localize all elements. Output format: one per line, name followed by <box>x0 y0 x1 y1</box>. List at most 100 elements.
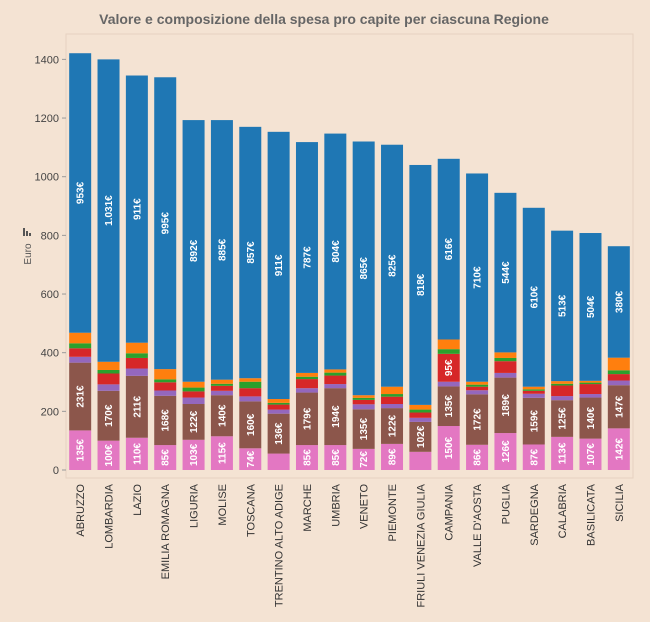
bar-segment[interactable] <box>551 385 574 397</box>
bar-stack[interactable]: 85€ 194€ 804€ <box>324 133 347 470</box>
bar-segment[interactable] <box>551 396 574 401</box>
bar-segment[interactable] <box>97 361 120 370</box>
bar-segment[interactable] <box>69 362 92 431</box>
bar-segment[interactable] <box>494 433 517 470</box>
bar-segment[interactable] <box>579 382 602 385</box>
bar-segment[interactable] <box>182 387 205 392</box>
bar-segment[interactable] <box>239 401 262 449</box>
bar-segment[interactable] <box>607 246 630 358</box>
bar-segment[interactable] <box>267 409 290 414</box>
bar-segment[interactable] <box>182 120 205 382</box>
bar-segment[interactable] <box>607 380 630 386</box>
bar-stack[interactable]: 74€ 160€ 857€ <box>239 126 262 470</box>
bar-segment[interactable] <box>295 372 318 377</box>
bar-segment[interactable] <box>267 402 290 405</box>
bar-segment[interactable] <box>352 395 375 398</box>
bar-segment[interactable] <box>154 369 177 380</box>
bar-segment[interactable] <box>125 368 148 376</box>
bar-segment[interactable] <box>97 390 120 441</box>
bar-segment[interactable] <box>551 381 574 384</box>
bar-segment[interactable] <box>607 370 630 375</box>
bar-segment[interactable] <box>522 389 545 391</box>
bar-segment[interactable] <box>579 394 602 398</box>
bar-segment[interactable] <box>352 397 375 400</box>
bar-segment[interactable] <box>409 421 432 452</box>
bar-stack[interactable]: 136€ 911€ <box>267 131 290 470</box>
y-axis-icon[interactable] <box>23 228 31 236</box>
bar-segment[interactable] <box>466 444 489 470</box>
bar-segment[interactable] <box>522 397 545 445</box>
bar-stack[interactable]: 126€ 189€ 544€ <box>494 192 517 470</box>
bar-segment[interactable] <box>125 75 148 343</box>
bar-segment[interactable] <box>494 377 517 434</box>
bar-segment[interactable] <box>494 361 517 373</box>
bar-segment[interactable] <box>437 339 460 350</box>
bar-segment[interactable] <box>69 332 92 344</box>
bar-segment[interactable] <box>352 448 375 470</box>
bar-segment[interactable] <box>239 396 262 402</box>
bar-segment[interactable] <box>494 357 517 362</box>
bar-stack[interactable]: 89€ 122€ 825€ <box>381 144 404 470</box>
bar-segment[interactable] <box>522 390 545 394</box>
bar-segment[interactable] <box>125 375 148 438</box>
bar-segment[interactable] <box>324 445 347 470</box>
bar-stack[interactable]: 85€ 179€ 787€ <box>295 142 318 470</box>
bar-segment[interactable] <box>437 381 460 387</box>
bar-segment[interactable] <box>239 378 262 382</box>
bar-segment[interactable] <box>69 53 92 333</box>
bar-segment[interactable] <box>210 395 233 437</box>
bar-segment[interactable] <box>239 126 262 379</box>
bar-segment[interactable] <box>69 356 92 363</box>
bar-segment[interactable] <box>324 133 347 370</box>
bar-segment[interactable] <box>154 77 177 370</box>
bar-segment[interactable] <box>352 404 375 410</box>
bar-segment[interactable] <box>579 384 602 395</box>
bar-segment[interactable] <box>125 353 148 358</box>
bar-segment[interactable] <box>267 131 290 400</box>
bar-segment[interactable] <box>210 383 233 386</box>
bar-segment[interactable] <box>551 400 574 437</box>
bar-segment[interactable] <box>97 369 120 374</box>
bar-segment[interactable] <box>607 385 630 429</box>
bar-segment[interactable] <box>295 445 318 470</box>
bar-segment[interactable] <box>551 383 574 386</box>
bar-stack[interactable]: 113€ 125€ 513€ <box>551 230 574 470</box>
bar-segment[interactable] <box>239 448 262 470</box>
bar-segment[interactable] <box>466 390 489 395</box>
bar-segment[interactable] <box>295 142 318 373</box>
bar-segment[interactable] <box>381 404 404 409</box>
bar-segment[interactable] <box>522 207 545 387</box>
bar-stack[interactable]: 107€ 140€ 504€ <box>579 233 602 470</box>
bar-segment[interactable] <box>210 379 233 384</box>
bar-stack[interactable]: 100€ 170€ 1.031€ <box>97 59 120 470</box>
bar-segment[interactable] <box>494 372 517 378</box>
bar-segment[interactable] <box>381 144 404 387</box>
bar-segment[interactable] <box>437 158 460 340</box>
bar-segment[interactable] <box>210 385 233 391</box>
bar-segment[interactable] <box>381 396 404 405</box>
bar-segment[interactable] <box>579 397 602 439</box>
bar-segment[interactable] <box>125 357 148 369</box>
bar-segment[interactable] <box>409 412 432 418</box>
bar-segment[interactable] <box>182 404 205 440</box>
bar-segment[interactable] <box>437 386 460 427</box>
bar-segment[interactable] <box>522 393 545 398</box>
bar-segment[interactable] <box>210 436 233 470</box>
bar-segment[interactable] <box>381 386 404 395</box>
bar-segment[interactable] <box>69 343 92 349</box>
bar-segment[interactable] <box>324 369 347 373</box>
bar-segment[interactable] <box>267 399 290 403</box>
bar-segment[interactable] <box>295 379 318 389</box>
bar-segment[interactable] <box>69 430 92 470</box>
bar-segment[interactable] <box>466 394 489 445</box>
bar-stack[interactable]: 150€ 135€ 95€ 616€ <box>437 158 460 470</box>
bar-segment[interactable] <box>154 445 177 470</box>
bar-segment[interactable] <box>579 380 602 383</box>
bar-stack[interactable]: 110€ 211€ 911€ <box>125 75 148 470</box>
bar-segment[interactable] <box>409 417 432 422</box>
bar-segment[interactable] <box>210 390 233 396</box>
bar-segment[interactable] <box>97 384 120 391</box>
bar-segment[interactable] <box>154 382 177 391</box>
bar-segment[interactable] <box>522 386 545 390</box>
bar-segment[interactable] <box>182 391 205 398</box>
